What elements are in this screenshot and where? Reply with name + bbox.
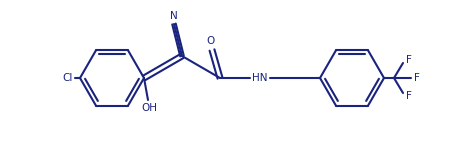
Text: OH: OH	[141, 103, 157, 113]
Text: HN: HN	[252, 73, 267, 83]
Text: Cl: Cl	[62, 73, 73, 83]
Text: F: F	[405, 55, 411, 65]
Text: F: F	[413, 73, 419, 83]
Text: N: N	[170, 11, 178, 21]
Text: O: O	[207, 36, 215, 46]
Text: F: F	[405, 91, 411, 101]
